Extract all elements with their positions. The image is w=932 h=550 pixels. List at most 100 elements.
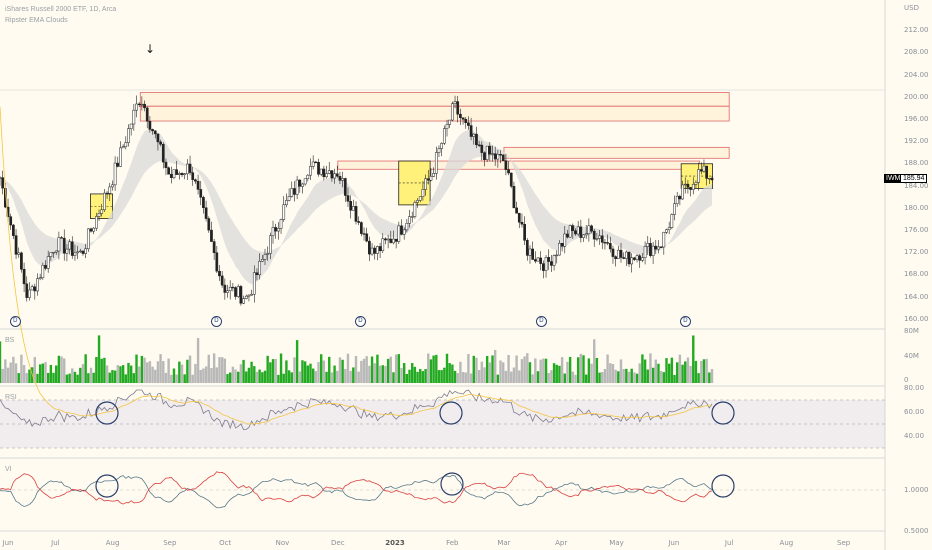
volume-bar [220,357,224,383]
candle [515,207,518,214]
candle [148,121,152,130]
volume-bar [424,368,427,383]
volume-bar [413,366,417,383]
volume-bar [427,353,430,383]
candle [410,216,414,218]
volume-bar [76,374,79,383]
candle [314,161,318,164]
candle [520,221,524,225]
volume-bar [143,357,146,383]
candle [552,255,556,266]
candle [54,250,58,253]
volume-bar [357,371,360,383]
candle [41,265,45,279]
time-tick: Nov [275,539,290,547]
dividend-marker[interactable]: D [9,316,21,327]
candle [354,206,358,222]
candle [509,172,513,187]
candle [627,251,631,265]
candle [188,163,192,173]
volume-bar [684,361,687,383]
candle [445,124,449,129]
volume-bar [571,371,575,383]
volume-bar [223,358,227,383]
rsi-signal [0,106,713,425]
candle [86,228,90,250]
volume-bar [574,374,577,383]
volume-bar [456,373,459,383]
candle [376,246,379,254]
volume-bar [651,367,655,383]
volume-bar [402,363,406,383]
volume-bar [603,369,607,383]
volume-bar [528,362,532,383]
volume-bar [25,373,28,383]
volume-bar [17,373,20,383]
candle [260,258,264,262]
volume-bar [191,374,194,383]
candle [268,235,272,254]
dividend-marker[interactable]: D [535,316,547,327]
volume-bar [132,373,136,383]
volume-bar [593,339,596,383]
volume-bar [523,356,526,383]
candle [250,293,253,296]
candle [464,118,468,123]
dividend-marker[interactable]: D [354,316,366,327]
volume-bar [274,359,277,383]
volume-bar [63,358,66,383]
candle [223,284,227,293]
candle [394,238,398,242]
candle [504,160,508,170]
volume-bar [4,359,7,383]
volume-bar [317,361,320,383]
volume-bar [71,368,74,383]
candle [413,202,417,217]
volume-bar [381,365,384,383]
volume-bar [162,361,165,383]
candle [533,259,537,262]
volume-bar [156,361,160,383]
price-tick: 212.00 [904,26,929,35]
volume-bar [266,355,269,383]
volume-bar [341,359,344,383]
candle [124,142,128,147]
candle [710,177,714,181]
candle [370,247,374,255]
time-tick: Jul [724,539,734,547]
candle [17,252,21,255]
volume-bar [263,370,267,383]
candle [76,251,79,254]
dividend-marker[interactable]: D [679,316,691,327]
volume-bar [269,362,272,383]
candle [143,103,146,109]
dividend-marker[interactable]: D [210,316,222,327]
candle [488,145,492,155]
volume-bar [196,338,200,383]
volume-bar [105,365,109,383]
candle [665,229,668,233]
candle [266,253,270,255]
volume-tick: 80M [904,327,919,335]
candle [327,170,331,174]
price-tick: 208.00 [904,48,929,57]
supply-zone [503,146,730,159]
candle [285,200,288,206]
candle [183,173,187,176]
candle [571,225,575,231]
price-tick: 172.00 [904,248,929,257]
candle [496,154,500,160]
volume-bar [320,354,323,383]
volume-bar [547,372,550,383]
candle [493,153,497,160]
candle [670,214,674,228]
candle [638,255,642,261]
candle [298,179,302,187]
candle [335,173,339,177]
volume-bar [52,372,55,383]
candle [461,117,465,120]
candle [480,144,484,153]
candle [325,173,328,178]
volume-bar [338,357,342,383]
